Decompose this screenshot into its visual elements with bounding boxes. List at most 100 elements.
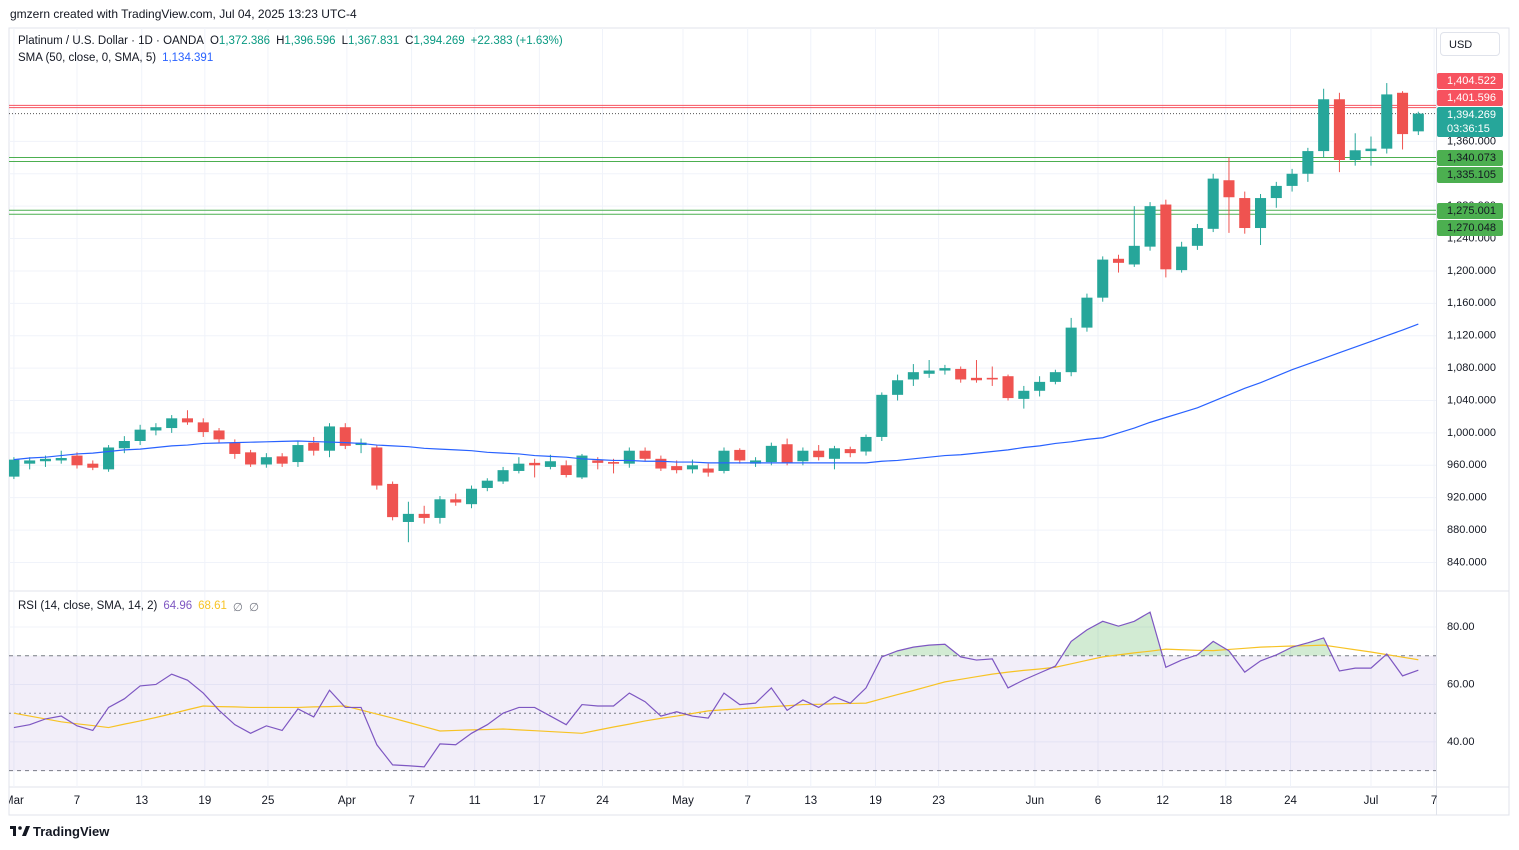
x-tick-label: 24 xyxy=(1284,795,1297,807)
x-tick-label: Apr xyxy=(338,795,356,807)
y-tick-label: 1,200.000 xyxy=(1447,265,1496,277)
candle-body xyxy=(481,480,493,488)
candle-body xyxy=(1381,94,1393,149)
candle-body xyxy=(103,447,115,470)
candle-body xyxy=(529,462,541,466)
rsi-sma-line xyxy=(13,644,1419,734)
indicator-value: 68.61 xyxy=(198,600,227,612)
candle-body xyxy=(87,463,99,468)
candle-body xyxy=(1002,376,1014,399)
x-tick-label: 24 xyxy=(596,795,609,807)
candle-body xyxy=(39,458,51,462)
indicator-name: SMA (50, close, 0, SMA, 5) xyxy=(18,52,157,64)
countdown-label: 03:36:15 xyxy=(1447,123,1490,135)
candle-body xyxy=(1034,381,1046,391)
candle-body xyxy=(1018,390,1030,399)
y-tick-label: 40.00 xyxy=(1447,736,1475,748)
candle-body xyxy=(229,442,241,454)
sma-legend: SMA (50, close, 0, SMA, 5) 1,134.391 xyxy=(18,52,213,64)
candle-body xyxy=(1128,245,1140,265)
candle-body xyxy=(923,370,935,374)
candle-body xyxy=(402,513,414,522)
x-tick-label: 11 xyxy=(469,795,481,807)
candle-body xyxy=(1081,297,1093,328)
x-tick-label: 7 xyxy=(1431,795,1437,807)
candle-body xyxy=(181,418,193,423)
price-legend: Platinum / U.S. Dollar · 1D · OANDA O1,37… xyxy=(18,35,563,47)
candle-body xyxy=(813,450,825,458)
candle-body xyxy=(655,458,667,469)
candle-body xyxy=(71,455,83,466)
candle-body xyxy=(970,377,983,381)
y-tick-label: 60.00 xyxy=(1447,678,1475,690)
candle-body xyxy=(55,458,67,461)
y-tick-label: 960.000 xyxy=(1447,459,1487,471)
frame xyxy=(8,27,1510,816)
x-tick-label: 12 xyxy=(1156,795,1169,807)
candle-body xyxy=(1112,258,1125,263)
candle-body xyxy=(828,448,840,459)
candle-body xyxy=(497,470,509,482)
candle-body xyxy=(1176,246,1188,271)
candle-body xyxy=(718,450,730,471)
candle-body xyxy=(797,450,809,462)
candle-body xyxy=(623,450,635,464)
layer xyxy=(9,611,1436,772)
candle-body xyxy=(702,468,714,473)
indicator-name: RSI (14, close, SMA, 14, 2) xyxy=(18,600,158,612)
level-badge xyxy=(1437,220,1503,236)
x-tick-label: 6 xyxy=(1095,795,1101,807)
x-tick-label: 19 xyxy=(198,795,211,807)
candle-body xyxy=(1049,372,1061,382)
candle-body xyxy=(339,427,351,446)
candle-body xyxy=(513,463,525,471)
x-tick-label: 17 xyxy=(533,795,546,807)
candle-body xyxy=(134,429,146,441)
layer: Mar 7 13 19 25 Apr 7 11 17 24 May 7 13 19 23 Jun 6 12 18 24… xyxy=(9,795,1437,807)
candle-body xyxy=(1286,173,1298,186)
y-tick-label: 1,160.000 xyxy=(1447,297,1496,309)
ohlc-key: O xyxy=(209,35,219,47)
candle-body xyxy=(9,459,20,477)
candle-body xyxy=(1365,148,1377,152)
candle-body xyxy=(245,452,257,465)
candle-body xyxy=(1412,113,1424,132)
x-tick-label: 25 xyxy=(262,795,275,807)
candle-body xyxy=(1270,185,1282,199)
candle-body xyxy=(197,422,209,433)
x-tick-label: 18 xyxy=(1219,795,1232,807)
candle-body xyxy=(955,368,967,380)
x-tick-label: May xyxy=(672,795,694,807)
candle-body xyxy=(118,440,130,449)
candle-body xyxy=(1097,259,1109,298)
candle-body xyxy=(1255,198,1267,229)
candle-body xyxy=(560,465,572,476)
candle-body xyxy=(24,460,36,464)
y-tick-label: 920.000 xyxy=(1447,492,1487,504)
x-tick-label: 7 xyxy=(74,795,80,807)
candle-body xyxy=(876,394,888,437)
na-label: ∅ xyxy=(248,602,259,614)
ohlc-key: H xyxy=(276,35,285,47)
candle-body xyxy=(639,450,651,459)
candle-body xyxy=(1223,180,1235,198)
rsi-legend: RSI (14, close, SMA, 14, 2) 64.96 68.61 ∅ ∅ xyxy=(18,600,259,614)
candle-body xyxy=(276,456,288,464)
candle-body xyxy=(387,483,399,518)
layer xyxy=(9,83,1436,543)
last-price-badge xyxy=(1437,107,1503,137)
level-badge xyxy=(1437,203,1503,219)
candle-body xyxy=(734,449,746,461)
y-tick-label: 840.000 xyxy=(1447,556,1487,568)
rsi-line xyxy=(13,611,1419,768)
candle-body xyxy=(1349,150,1361,160)
candle-body xyxy=(544,461,556,467)
candle-body xyxy=(671,466,683,471)
currency-button[interactable]: USD xyxy=(1440,32,1500,56)
y-tick-label: 1,360.000 xyxy=(1447,135,1496,147)
ohlc-key: L xyxy=(341,35,348,47)
ohlc-value: 1,396.596 xyxy=(284,35,336,47)
y-tick-label: 880.000 xyxy=(1447,524,1487,536)
